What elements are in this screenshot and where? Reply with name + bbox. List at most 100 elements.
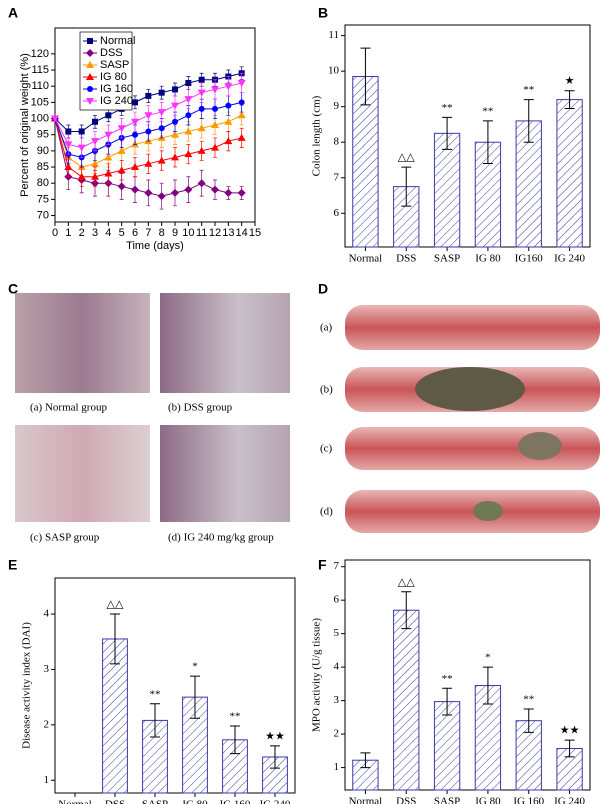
colon-image [345,427,600,470]
marker [171,153,179,161]
x-tick-label: 4 [105,227,111,239]
marker [224,83,233,91]
marker [131,118,139,126]
x-tick-label: 1 [65,227,71,239]
marker [104,169,113,177]
y-axis-label: Percent of original weight (%) [19,53,31,197]
marker [131,163,139,171]
panel-letter: A [8,5,18,21]
error-bar [270,745,280,769]
y-tick-label: 115 [31,64,49,76]
x-tick-label: 2 [79,227,85,239]
marker [172,118,178,125]
x-tick-label: 10 [182,227,194,239]
marker [144,112,153,120]
legend-label: IG 160 [100,83,133,95]
y-tick-label: 95 [37,129,49,141]
marker [224,137,233,145]
legend-label: IG 240 [100,95,133,107]
panel-letter: C [8,281,18,297]
marker [238,99,245,106]
marker [198,76,205,83]
marker [91,138,99,146]
marker [212,105,218,112]
significance-label: ** [150,688,161,700]
marker [184,96,193,104]
colon-image [345,305,600,350]
histology-image [15,293,150,393]
marker [117,182,126,191]
significance-label: △△ [107,599,124,611]
error-bar [190,675,200,719]
image-caption: (b) [320,384,333,396]
significance-label: △△ [398,576,415,588]
marker [237,133,246,141]
y-axis-label: Colon length (cm) [311,95,323,176]
y-tick-label: 85 [37,161,49,173]
x-tick-label: 6 [132,227,138,239]
error-bar [482,120,493,165]
x-tick-label: IG 160 [513,796,544,804]
x-tick-label: IG 80 [475,253,501,265]
x-tick-label: 13 [222,227,234,239]
marker [78,128,85,135]
marker [211,121,219,128]
marker [77,172,86,180]
y-tick-label: 2 [334,728,340,740]
y-tick-label: 3 [44,663,50,675]
y-tick-label: 6 [334,594,340,606]
marker [185,112,192,119]
error-bar [110,613,120,665]
marker [171,130,179,138]
marker [104,131,113,139]
y-tick-label: 4 [44,608,50,620]
marker [158,125,165,132]
marker [157,192,166,201]
plot-frame [344,559,591,791]
marker [144,188,153,197]
marker [145,92,152,99]
error-bar [564,90,575,109]
y-tick-label: 7 [334,560,340,572]
x-tick-label: IG 240 [554,253,585,265]
y-tick-label: 80 [37,177,49,189]
lesion [518,432,562,460]
error-bar [150,703,160,738]
marker [86,61,94,68]
x-tick-label: 15 [249,227,261,239]
marker [51,115,59,123]
error-bar [523,99,534,143]
legend-label: DSS [100,47,123,59]
error-bar [442,116,453,150]
significance-label: ** [442,102,453,114]
error-bar [482,666,493,705]
x-tick-label: 14 [236,227,248,239]
marker [86,73,94,80]
y-tick-label: 8 [334,136,340,148]
marker [224,117,233,125]
plot-frame [344,24,591,248]
marker [157,109,166,117]
x-tick-label: IG 80 [182,799,208,804]
significance-label: ** [523,84,534,96]
marker [132,99,138,106]
marker [132,131,138,138]
marker [237,188,246,197]
marker [65,128,72,135]
y-tick-label: 11 [328,29,339,41]
image-caption: (a) [320,322,333,334]
x-tick-label: IG160 [515,253,544,265]
marker [105,112,112,119]
y-tick-label: 75 [37,193,49,205]
legend-label: IG 80 [100,71,127,83]
y-tick-label: 1 [44,774,50,786]
error-bar [360,752,371,769]
error-bar [564,739,575,758]
image-caption: (d) [320,506,333,518]
x-tick-label: SASP [142,799,168,804]
marker [184,185,193,194]
x-tick-label: DSS [396,796,416,804]
bar [433,701,461,791]
marker [224,188,233,197]
y-tick-label: 7 [334,171,340,183]
